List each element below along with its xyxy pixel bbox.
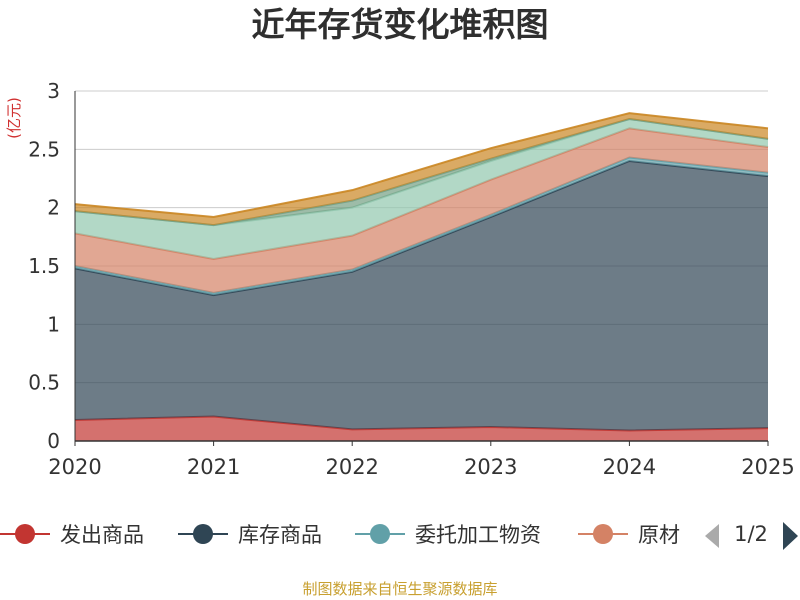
legend-item-库存商品[interactable]: 库存商品 (238, 523, 322, 547)
x-tick-label: 2022 (325, 455, 378, 479)
y-tick-label: 1.5 (28, 254, 60, 278)
y-tick-label: 2.5 (28, 137, 60, 161)
legend-prev-icon[interactable] (705, 524, 719, 548)
x-tick-label: 2024 (603, 455, 656, 479)
legend-marker (593, 524, 613, 544)
legend-next-icon[interactable] (783, 522, 798, 550)
legend-item-发出商品[interactable]: 发出商品 (60, 523, 144, 547)
y-tick-label: 3 (47, 79, 60, 103)
y-tick-label: 0.5 (28, 371, 60, 395)
legend-marker (15, 524, 35, 544)
x-tick-label: 2023 (464, 455, 517, 479)
legend-item-委托加工物资[interactable]: 委托加工物资 (415, 523, 541, 547)
chart-title: 近年存货变化堆积图 (251, 5, 549, 44)
y-axis-label: (亿元) (5, 97, 23, 139)
y-tick-label: 1 (47, 312, 60, 336)
area-库存商品[interactable] (75, 161, 768, 431)
line-发出商品 (74, 415, 769, 432)
source-note: 制图数据来自恒生聚源数据库 (302, 580, 498, 598)
legend-item-原材料[interactable]: 原材 (638, 523, 680, 547)
x-tick-label: 2025 (741, 455, 794, 479)
area-在产品[interactable] (75, 119, 768, 259)
legend-page-indicator: 1/2 (734, 522, 768, 546)
legend-marker (370, 524, 390, 544)
line-其他 (74, 112, 769, 219)
area-原材料[interactable] (75, 128, 768, 293)
x-tick-label: 2020 (48, 455, 101, 479)
x-tick-label: 2021 (187, 455, 240, 479)
area-委托加工物资[interactable] (75, 157, 768, 296)
y-tick-label: 0 (47, 429, 60, 453)
y-tick-label: 2 (47, 196, 60, 220)
legend-marker (193, 524, 213, 544)
legend: 发出商品 库存商品 委托加工物资 原材 (0, 523, 680, 547)
